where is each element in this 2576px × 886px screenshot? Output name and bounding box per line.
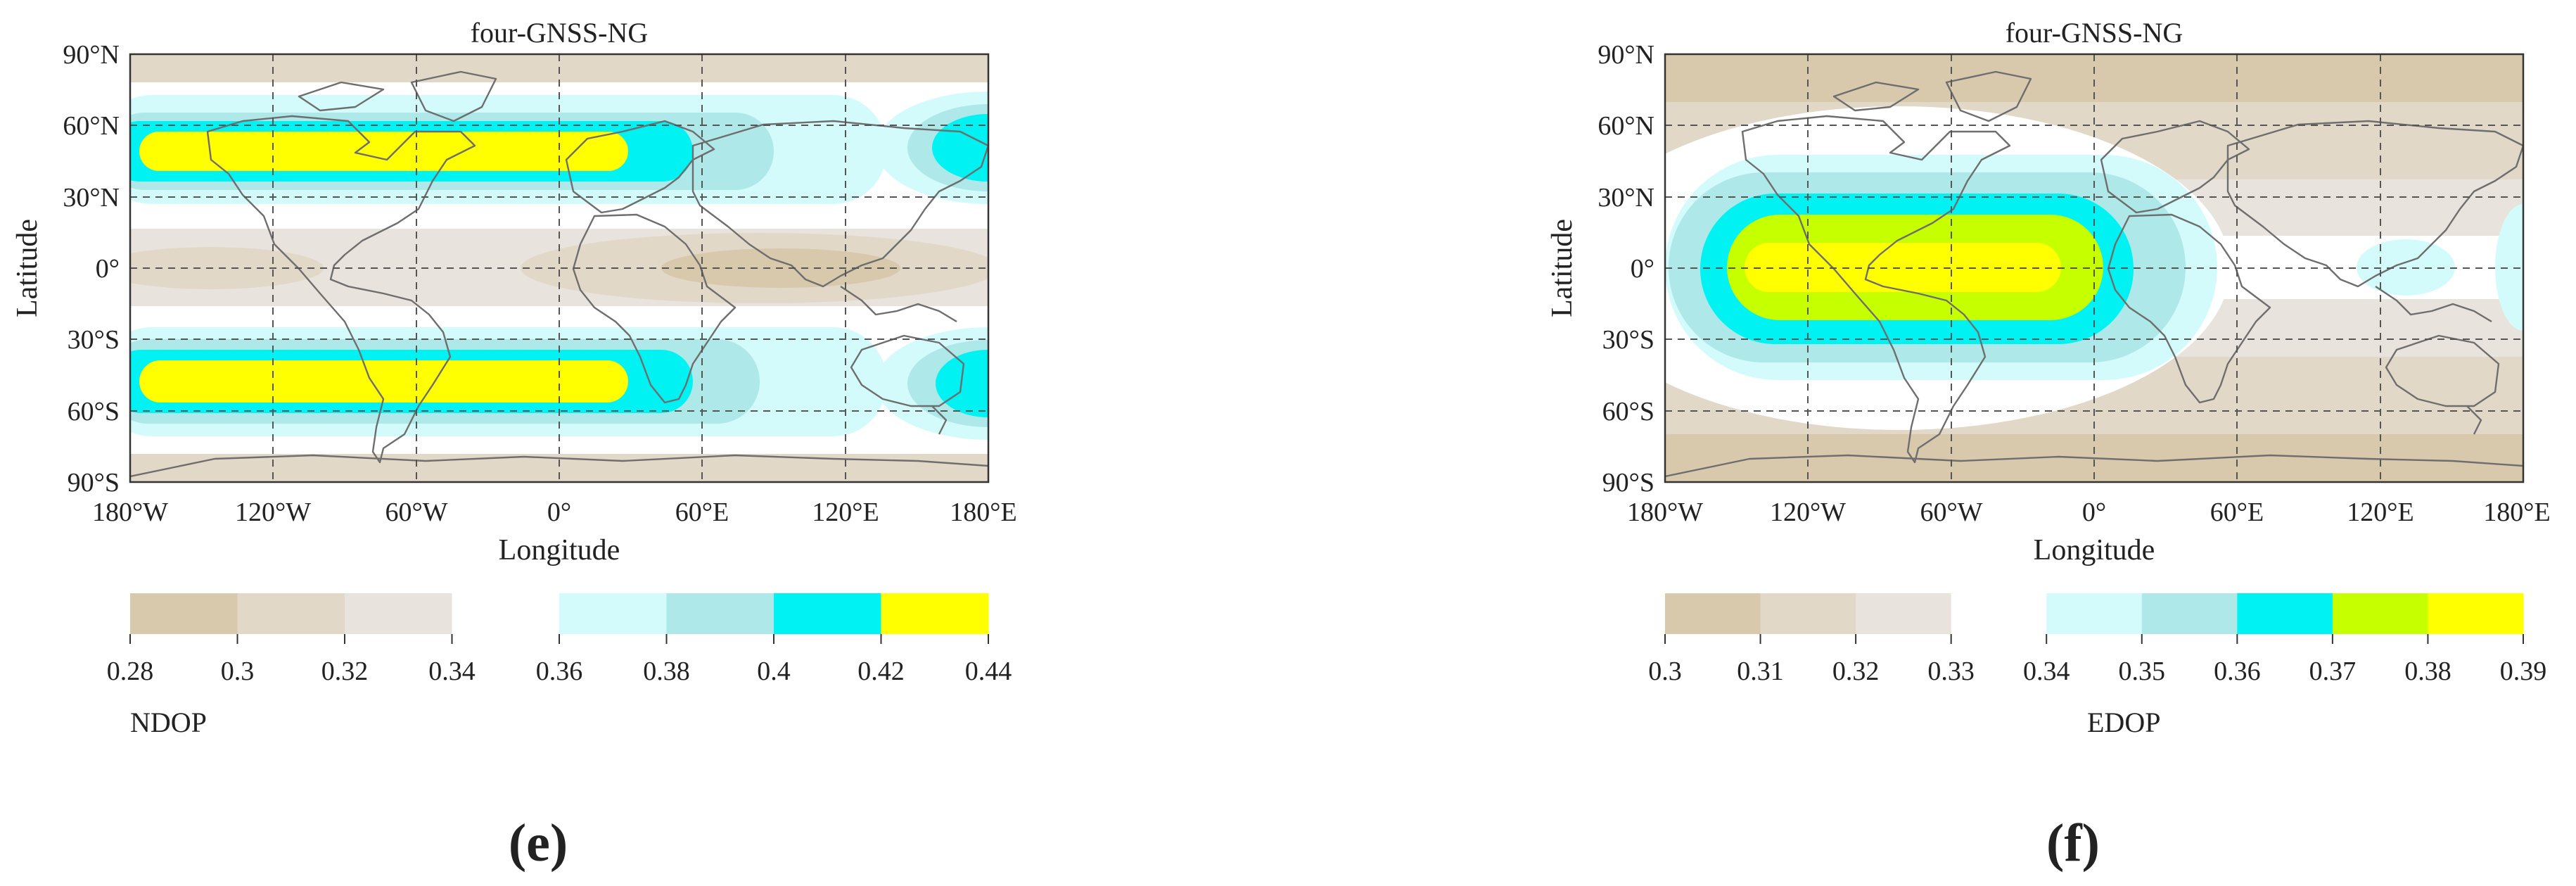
- panel-f-label: (f): [2046, 814, 2100, 873]
- panel-f-colorbar-tick-label: 0.39: [2500, 657, 2547, 686]
- panel-e-xlabel: Longitude: [499, 534, 620, 567]
- panel-e-x-tick: 180°W: [92, 498, 168, 527]
- panel-e-y-tick: 0°: [96, 254, 120, 284]
- panel-f-colorbar-swatch: [2237, 593, 2333, 634]
- panel-f-colorbar-tick-label: 0.33: [1927, 657, 1975, 686]
- panel-e-colorbar-tick-label: 0.32: [321, 657, 369, 686]
- panel-e-y-tick: 30°S: [68, 325, 120, 355]
- panel-f-x-tick: 120°E: [2347, 498, 2414, 527]
- panel-f-x-tick: 180°W: [1627, 498, 1703, 527]
- panel-e-colorbar-tick-label: 0.44: [965, 657, 1012, 686]
- panel-f-y-tick: 90°N: [1598, 40, 1654, 70]
- panel-e-colorbar: 0.28 0.3 0.32 0.34 0.36 0.38 0.4 0.42 0.44: [107, 593, 1012, 686]
- panel-e-y-tick: 60°S: [68, 397, 120, 426]
- panel-f-coastlines: [1665, 70, 2523, 478]
- panel-f-x-tick: 0°: [2082, 498, 2106, 527]
- panel-f-colorbar-swatch: [1856, 593, 1952, 634]
- panel-f-gridlines: [1665, 54, 2523, 482]
- panel-e-colorbar-tick-label: 0.42: [857, 657, 905, 686]
- panel-f-frame: [1664, 53, 2525, 483]
- panel-e-colorbar-swatch: [559, 593, 667, 634]
- panel-f-colorbar-tick-label: 0.36: [2214, 657, 2261, 686]
- panel-f-colorbar-swatch: [1665, 593, 1761, 634]
- panel-e-eq-level-1-left: [130, 247, 324, 289]
- panel-e-colorbar-swatch: [881, 593, 989, 634]
- panel-f-y-tick: 30°S: [1602, 325, 1654, 355]
- panel-e-y-tick: 60°N: [63, 111, 120, 141]
- panel-f-colorbar-label: EDOP: [2087, 707, 2160, 738]
- panel-e-gridlines: [130, 54, 988, 482]
- panel-e-map: [130, 54, 988, 482]
- panel-f-map: [1665, 54, 2523, 482]
- panel-e-frame: [129, 53, 990, 483]
- panel-f-colorbar-swatch: [2141, 593, 2238, 634]
- panel-f-y-ticks: 90°N 60°N 30°N 0° 30°S 60°S 90°S: [1598, 40, 1654, 498]
- panel-f-colorbar-swatch: [1951, 593, 2047, 634]
- panel-e-x-tick: 0°: [547, 498, 571, 527]
- panel-e-y-ticks: 90°N 60°N 30°N 0° 30°S 60°S 90°S: [63, 40, 120, 498]
- panel-f-x-tick: 60°W: [1920, 498, 1982, 527]
- panel-e-colorbar-tick-label: 0.34: [428, 657, 476, 686]
- panel-f-y-tick: 90°S: [1602, 468, 1654, 498]
- panel-f-y-tick: 30°N: [1598, 183, 1654, 213]
- panel-f-east-level-4b: [2495, 204, 2523, 331]
- panel-f-colorbar-tick-label: 0.31: [1737, 657, 1784, 686]
- panel-e-south-level-7: [139, 360, 628, 403]
- panel-e-y-tick: 30°N: [63, 183, 120, 213]
- panel-e-colorbar-tick-label: 0.3: [221, 657, 255, 686]
- panel-e-colorbar-swatch: [237, 593, 345, 634]
- panel-e-coastlines: [130, 70, 988, 478]
- panel-f-y-tick: 60°S: [1602, 397, 1654, 426]
- panel-f-colorbar-tick-label: 0.38: [2404, 657, 2451, 686]
- panel-f-y-tick: 60°N: [1598, 111, 1654, 141]
- panel-e-x-ticks: 180°W 120°W 60°W 0° 60°E 120°E 180°E: [92, 498, 1017, 527]
- panel-f-title: four-GNSS-NG: [2006, 17, 2183, 49]
- panel-f-x-tick: 60°E: [2210, 498, 2264, 527]
- panel-e-colorbar-swatch: [774, 593, 881, 634]
- panel-e-ylabel: Latitude: [11, 219, 44, 317]
- panel-e-label: (e): [509, 814, 568, 873]
- panel-e-x-tick: 120°E: [812, 498, 879, 527]
- panel-e-y-tick: 90°N: [63, 40, 120, 70]
- panel-e-colorbar-tick-label: 0.38: [643, 657, 690, 686]
- panel-e-x-tick: 120°W: [235, 498, 311, 527]
- panel-f-colorbar-swatch: [2332, 593, 2428, 634]
- panel-e-colorbar-swatch: [452, 593, 560, 634]
- panel-f-colorbar-tick-label: 0.34: [2023, 657, 2070, 686]
- panel-e-colorbar-swatch: [345, 593, 452, 634]
- panel-f-colorbar: 0.3 0.31 0.32 0.33 0.34 0.35 0.36 0.37 0.38 0.39: [1648, 593, 2546, 686]
- panel-e-colorbar-label: NDOP: [130, 707, 207, 738]
- panel-e-colorbar-tick-label: 0.36: [536, 657, 583, 686]
- panel-f-y-tick: 0°: [1631, 254, 1654, 284]
- panel-f-colorbar-tick-label: 0.32: [1832, 657, 1880, 686]
- panel-e-colorbar-swatch: [130, 593, 238, 634]
- panel-f-colorbar-swatch: [2046, 593, 2143, 634]
- panel-f-colorbar-swatch: [2428, 593, 2524, 634]
- panel-e-colorbar-swatch: [666, 593, 774, 634]
- panel-e-colorbar-tick-label: 0.28: [107, 657, 154, 686]
- panel-f-x-tick: 120°W: [1770, 498, 1846, 527]
- panel-f-level-8: [1745, 243, 2061, 292]
- panel-e-colorbar-tick-label: 0.4: [757, 657, 791, 686]
- panel-e-y-tick: 90°S: [68, 468, 120, 498]
- panel-e-north-level-7: [139, 132, 628, 171]
- panel-f: four-GNSS-NG: [1546, 17, 2551, 873]
- panel-f-x-ticks: 180°W 120°W 60°W 0° 60°E 120°E 180°E: [1627, 498, 2551, 527]
- panel-f-colorbar-swatch: [1760, 593, 1856, 634]
- panel-e-x-tick: 60°W: [385, 498, 447, 527]
- panel-f-colorbar-tick-label: 0.35: [2119, 657, 2166, 686]
- panel-e-x-tick: 180°E: [950, 498, 1016, 527]
- panel-f-colorbar-tick-label: 0.3: [1648, 657, 1682, 686]
- panel-e-x-tick: 60°E: [675, 498, 729, 527]
- panel-e-title: four-GNSS-NG: [471, 17, 649, 49]
- panel-f-ylabel: Latitude: [1546, 219, 1579, 317]
- panel-f-xlabel: Longitude: [2034, 534, 2155, 567]
- panel-e: four-GNSS-NG: [11, 17, 1017, 873]
- panel-f-colorbar-tick-label: 0.37: [2309, 657, 2357, 686]
- panel-f-x-tick: 180°E: [2483, 498, 2550, 527]
